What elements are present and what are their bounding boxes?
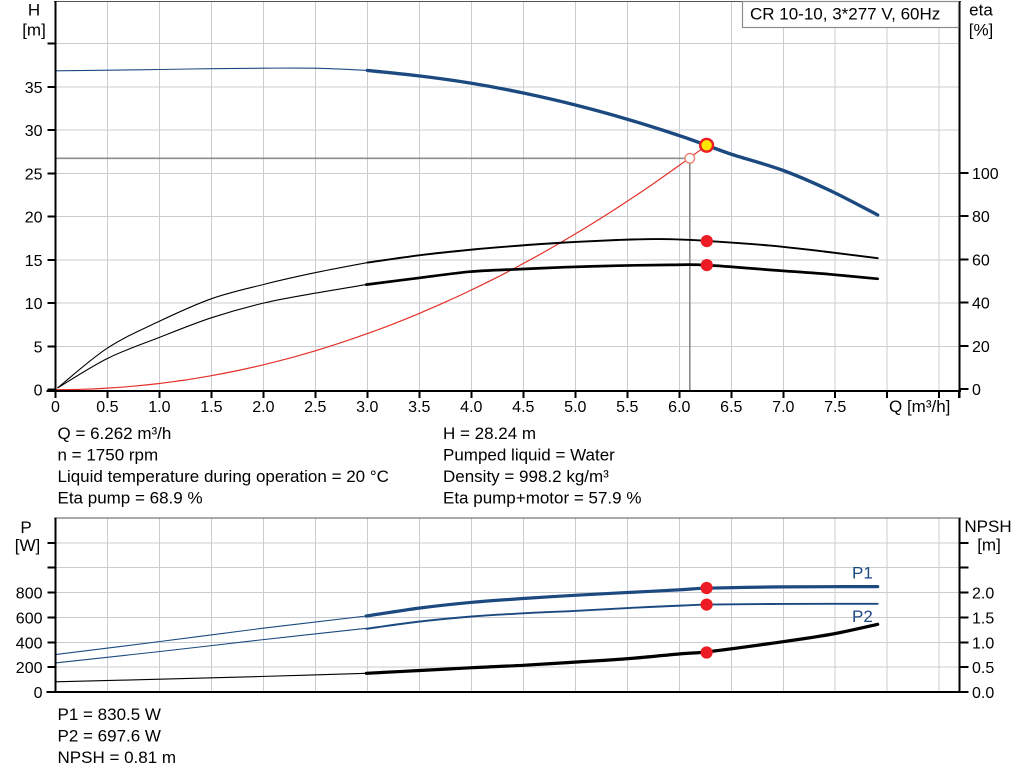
svg-text:[W]: [W] (15, 536, 41, 555)
svg-text:15: 15 (25, 253, 43, 270)
svg-text:1.0: 1.0 (148, 399, 170, 416)
svg-text:600: 600 (16, 610, 43, 627)
svg-text:P1: P1 (852, 564, 873, 583)
svg-text:60: 60 (972, 252, 990, 269)
svg-text:10: 10 (25, 296, 43, 313)
svg-text:6.0: 6.0 (668, 399, 690, 416)
svg-text:4.5: 4.5 (512, 399, 534, 416)
svg-text:0.5: 0.5 (972, 660, 994, 677)
svg-text:25: 25 (25, 166, 43, 183)
svg-text:1.5: 1.5 (972, 610, 994, 627)
svg-text:80: 80 (972, 209, 990, 226)
svg-text:3.5: 3.5 (408, 399, 430, 416)
svg-text:Q [m³/h]: Q [m³/h] (889, 397, 950, 416)
svg-text:0: 0 (972, 382, 981, 399)
svg-text:[%]: [%] (969, 21, 994, 40)
svg-text:Eta pump+motor = 57.9 %: Eta pump+motor = 57.9 % (443, 489, 641, 508)
svg-text:0.0: 0.0 (972, 685, 994, 702)
svg-text:800: 800 (16, 586, 43, 603)
svg-text:P2: P2 (852, 607, 873, 626)
svg-text:30: 30 (25, 123, 43, 140)
svg-text:7.0: 7.0 (772, 399, 794, 416)
svg-text:20: 20 (25, 210, 43, 227)
svg-text:5: 5 (34, 339, 43, 356)
svg-text:Q = 6.262 m³/h: Q = 6.262 m³/h (58, 424, 172, 443)
svg-text:1.0: 1.0 (972, 635, 994, 652)
svg-text:2.0: 2.0 (972, 586, 994, 603)
svg-text:NPSH = 0.81 m: NPSH = 0.81 m (58, 748, 177, 767)
svg-text:7.5: 7.5 (824, 399, 846, 416)
svg-text:4.0: 4.0 (460, 399, 482, 416)
svg-text:CR 10-10, 3*277 V, 60Hz: CR 10-10, 3*277 V, 60Hz (750, 5, 940, 24)
svg-text:NPSH: NPSH (964, 517, 1011, 536)
svg-text:P2 = 697.6 W: P2 = 697.6 W (58, 727, 161, 746)
svg-text:100: 100 (972, 166, 999, 183)
svg-text:200: 200 (16, 660, 43, 677)
svg-text:0: 0 (51, 399, 60, 416)
svg-text:Density = 998.2 kg/m³: Density = 998.2 kg/m³ (443, 467, 609, 486)
svg-text:0: 0 (34, 383, 43, 400)
svg-text:400: 400 (16, 635, 43, 652)
svg-text:H = 28.24 m: H = 28.24 m (443, 424, 536, 443)
svg-text:35: 35 (25, 80, 43, 97)
svg-text:20: 20 (972, 339, 990, 356)
svg-text:0: 0 (34, 685, 43, 702)
svg-text:5.0: 5.0 (564, 399, 586, 416)
svg-text:0.5: 0.5 (96, 399, 118, 416)
svg-text:[m]: [m] (977, 536, 1001, 555)
svg-text:2.5: 2.5 (304, 399, 326, 416)
svg-text:P: P (20, 518, 31, 537)
svg-text:H: H (28, 1, 40, 20)
svg-text:eta: eta (969, 1, 993, 20)
svg-text:Pumped liquid = Water: Pumped liquid = Water (443, 446, 615, 465)
svg-text:6.5: 6.5 (720, 399, 742, 416)
svg-text:P1 = 830.5 W: P1 = 830.5 W (58, 705, 161, 724)
svg-text:3.0: 3.0 (356, 399, 378, 416)
svg-text:[m]: [m] (22, 21, 46, 40)
svg-text:1.5: 1.5 (200, 399, 222, 416)
svg-text:40: 40 (972, 296, 990, 313)
svg-text:Eta pump = 68.9 %: Eta pump = 68.9 % (58, 489, 203, 508)
svg-text:2.0: 2.0 (252, 399, 274, 416)
svg-text:5.5: 5.5 (616, 399, 638, 416)
svg-text:Liquid temperature during oper: Liquid temperature during operation = 20… (58, 467, 389, 486)
svg-text:n = 1750 rpm: n = 1750 rpm (58, 446, 159, 465)
